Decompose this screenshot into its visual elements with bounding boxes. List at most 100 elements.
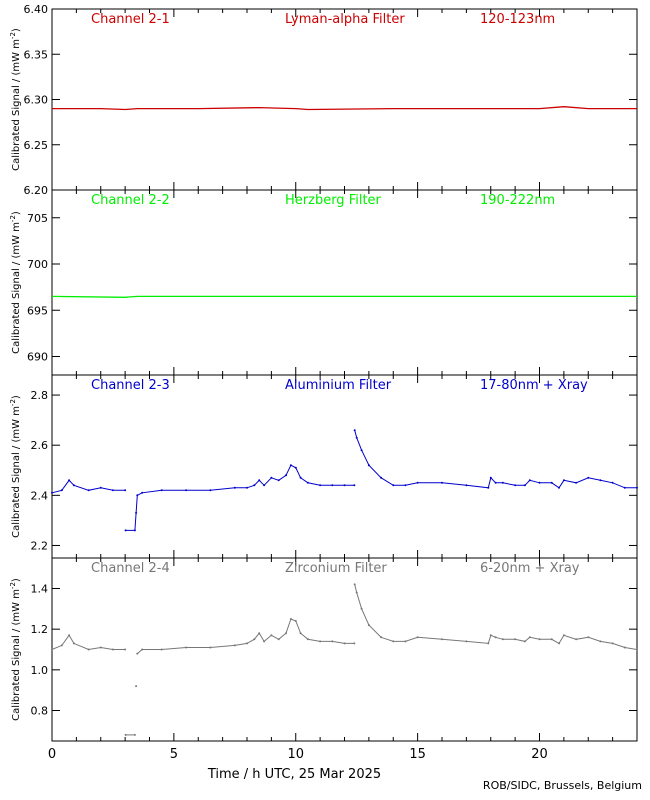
x-tick-label: 5 [170,747,178,762]
series-trace [136,618,355,654]
panel-frame [51,557,638,742]
data-point [550,638,553,641]
data-point [135,685,138,688]
series-trace [354,430,637,489]
data-point [353,484,356,487]
channel-name: Channel 2-3 [91,378,170,393]
y-tick-label: 6.35 [24,48,49,61]
data-point [501,638,504,641]
data-point [514,484,517,487]
panel-3: 2.2 2.4 2.6 2.8 Calibrated Signal / (mW m-2)… [9,374,638,559]
data-point [380,476,383,479]
data-point [623,486,626,489]
panel-2: 690 695 700 705 Calibrated Signal / (mW m-2)… [9,189,638,376]
data-point [319,484,322,487]
y-tick-label: 700 [27,258,48,271]
data-point [611,481,614,484]
y-tick-label: 2.4 [31,489,49,502]
data-point [367,464,370,467]
data-point [133,529,136,532]
data-point [562,634,565,637]
data-point [487,642,490,645]
data-point [343,484,346,487]
channel-name: Channel 2-2 [91,193,170,208]
data-point [331,484,334,487]
data-point [355,436,358,439]
data-point [331,640,334,643]
data-point [562,479,565,482]
data-point [133,733,136,736]
data-point [306,481,309,484]
data-point [299,632,302,635]
data-point [99,646,102,649]
data-point [258,632,261,635]
data-point [538,638,541,641]
y-axis-label: Calibrated Signal / (mW m-2) [9,395,22,538]
y-axis-label: Calibrated Signal / (mW m-2) [9,578,22,721]
data-point [263,484,266,487]
data-point [523,640,526,643]
panel-frame [51,374,638,559]
credit-text: ROB/SIDC, Brussels, Belgium [482,779,642,792]
data-point [60,489,63,492]
data-point [141,491,144,494]
data-point [99,486,102,489]
data-point [285,632,287,635]
data-point [72,484,75,487]
data-point [441,481,443,484]
data-point [246,486,248,489]
data-point [124,733,127,736]
data-point [550,481,553,484]
data-point [185,646,188,649]
y-tick-label: 695 [27,304,48,317]
data-point [87,489,90,492]
series-trace [125,464,355,531]
data-point [270,476,273,479]
x-tick-label: 15 [409,747,426,762]
data-point [416,636,419,639]
data-point [599,640,602,643]
data-point [209,646,212,649]
data-point [538,481,541,484]
data-point [294,466,297,469]
channel-name: Channel 2-4 [91,561,170,576]
data-point [441,638,443,641]
data-point [353,429,356,432]
y-tick-label: 1.4 [31,583,49,596]
band-range: 190-222nm [480,193,555,208]
data-point [111,489,114,492]
data-point [587,636,590,639]
data-point [111,648,114,651]
data-point [636,648,638,651]
data-point [299,476,302,479]
data-point [523,484,526,487]
y-tick-label: 1.0 [31,664,49,677]
data-point [353,642,356,645]
data-point [558,486,560,489]
x-axis-label: Time / h UTC, 25 Mar 2025 [207,767,381,782]
data-point [289,464,292,467]
data-point [575,481,578,484]
data-point [392,640,395,643]
data-point [528,479,531,482]
data-point [253,638,256,641]
y-tick-label: 2.6 [31,439,49,452]
data-point [185,489,188,492]
band-range: 6-20nm + Xray [480,561,580,576]
data-point [599,479,602,482]
data-point [353,583,356,586]
data-point [489,476,492,479]
data-point [494,481,497,484]
data-point [68,479,71,482]
data-point [501,481,504,484]
data-point [263,640,266,643]
filter-name: Lyman-alpha Filter [285,12,405,27]
panel-frame [51,8,638,191]
data-point [141,648,144,651]
y-tick-label: 6.25 [24,139,49,152]
y-axis-label: Calibrated Signal / (mW m-2) [9,28,22,171]
data-point [136,494,139,497]
data-point [87,648,90,651]
data-point [465,640,468,643]
